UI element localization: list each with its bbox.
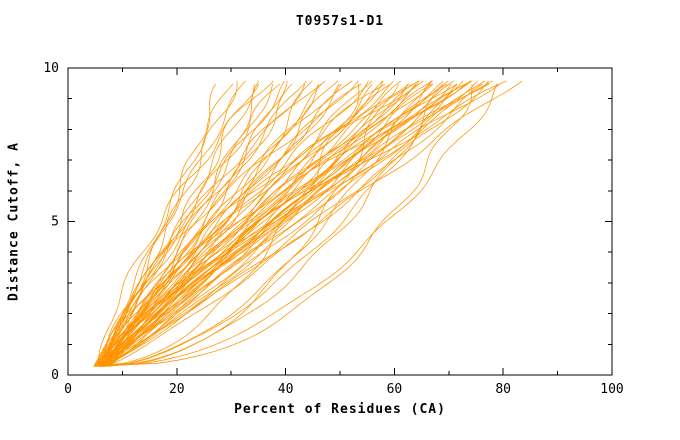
x-tick-label: 40 <box>278 382 294 397</box>
x-tick-label: 80 <box>495 382 511 397</box>
y-tick-label: 0 <box>51 368 59 383</box>
y-axis-label: Distance Cutoff, A <box>6 142 22 301</box>
x-axis-label: Percent of Residues (CA) <box>234 402 446 417</box>
x-tick-label: 60 <box>387 382 403 397</box>
x-tick-label: 100 <box>600 382 623 397</box>
y-tick-label: 10 <box>43 61 59 76</box>
x-tick-label: 0 <box>64 382 72 397</box>
chart-title: T0957s1-D1 <box>295 14 385 29</box>
x-tick-label: 20 <box>169 382 185 397</box>
y-tick-label: 5 <box>51 215 59 230</box>
